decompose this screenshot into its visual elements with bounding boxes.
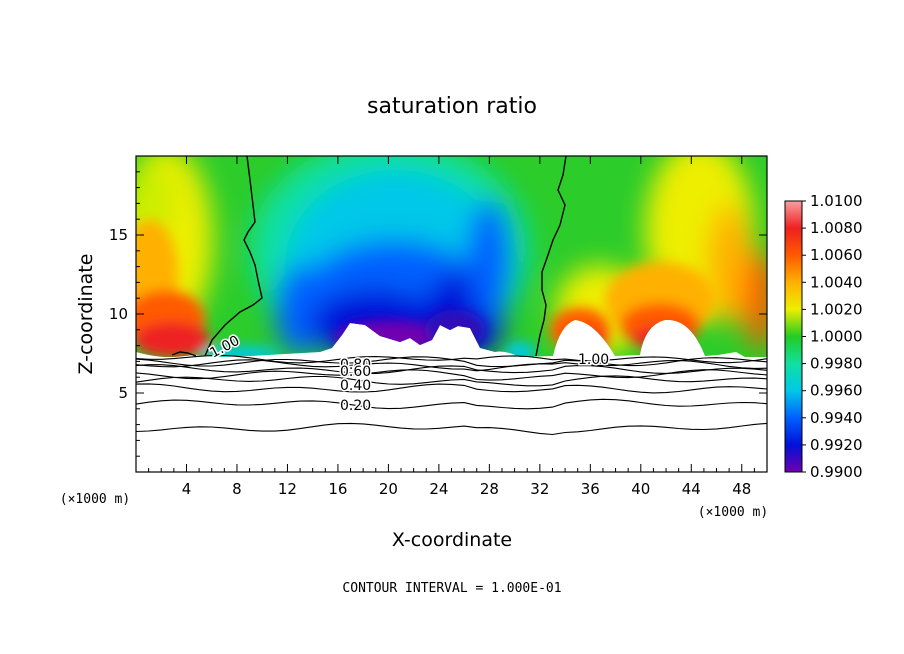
y-axis-ticks: 5 10 15	[109, 171, 767, 457]
contour-line	[136, 383, 767, 394]
x-axis-ticks: 4 8 12 16 20 24 28 32 36 40 44 48	[148, 156, 755, 498]
x-tick-label: 36	[581, 480, 600, 498]
colorbar: 1.0100 1.0080 1.0060 1.0040 1.0020 1.0000 0.99…	[784, 192, 863, 481]
colorbar-label: 0.9920	[810, 436, 863, 454]
x-tick-label: 8	[232, 480, 242, 498]
x-unit-right: (×1000 m)	[698, 505, 768, 520]
contour-line	[136, 375, 767, 387]
x-unit-left: (×1000 m)	[60, 492, 130, 507]
contour-line	[136, 364, 767, 375]
x-tick-label: 32	[530, 480, 549, 498]
chart-title: saturation ratio	[367, 94, 537, 119]
colorbar-label: 1.0000	[810, 328, 863, 346]
x-tick-label: 28	[480, 480, 499, 498]
contour-line	[136, 356, 767, 368]
colorbar-label: 1.0100	[810, 192, 863, 210]
contour-label-060: 0.60	[340, 364, 371, 380]
x-tick-label: 40	[631, 480, 650, 498]
y-axis-label: Z-coordinate	[75, 254, 97, 375]
colorbar-label: 1.0060	[810, 246, 863, 264]
x-tick-label: 48	[732, 480, 751, 498]
contour-label-020: 0.20	[340, 398, 371, 414]
colorbar-label: 1.0020	[810, 300, 863, 318]
x-tick-label: 16	[328, 480, 347, 498]
x-axis-label: X-coordinate	[392, 529, 512, 551]
colorbar-label: 0.9940	[810, 409, 863, 427]
x-tick-label: 44	[682, 480, 701, 498]
contour-label-080: 0.80	[340, 357, 371, 373]
saturation-field	[136, 156, 767, 357]
contour-interval-note: CONTOUR INTERVAL = 1.000E-01	[342, 581, 561, 596]
contour-label-unity-right: 1.00	[578, 352, 609, 368]
x-tick-label: 4	[182, 480, 192, 498]
contour-line	[136, 422, 767, 436]
contour-line	[136, 359, 767, 372]
colorbar-labels: 1.0100 1.0080 1.0060 1.0040 1.0020 1.0000 0.99…	[802, 192, 863, 481]
contour-label-040: 0.40	[340, 378, 371, 394]
colorbar-label: 1.0080	[810, 219, 863, 237]
colorbar-label: 0.9960	[810, 382, 863, 400]
unity-contours	[171, 156, 567, 357]
x-tick-label: 12	[278, 480, 297, 498]
contour-line	[136, 398, 767, 410]
colorbar-label: 1.0040	[810, 273, 863, 291]
x-tick-label: 20	[379, 480, 398, 498]
y-tick-label: 15	[109, 226, 128, 244]
x-tick-label: 24	[429, 480, 448, 498]
y-tick-label: 10	[109, 305, 128, 323]
colorbar-label: 0.9900	[810, 463, 863, 481]
colorbar-gradient	[784, 200, 803, 473]
contour-line	[136, 369, 767, 381]
y-tick-label: 5	[118, 384, 128, 402]
colorbar-label: 0.9980	[810, 355, 863, 373]
contour-lines	[136, 354, 767, 436]
